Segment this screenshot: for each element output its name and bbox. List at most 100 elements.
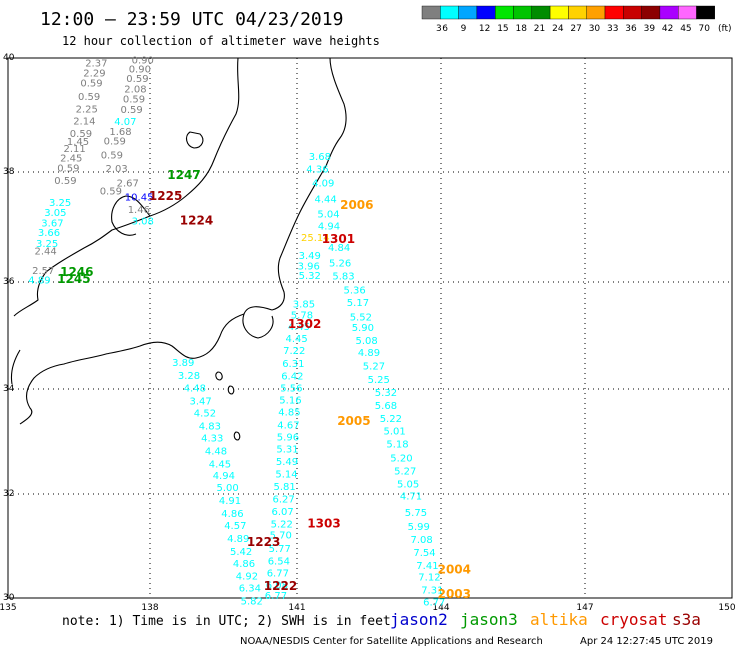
legend-bin-label: 45	[680, 24, 691, 34]
legend-swatch	[476, 5, 496, 20]
swh-value: 0.59	[78, 92, 100, 103]
swh-value: 5.05	[397, 479, 419, 490]
swh-value: 5.90	[352, 323, 374, 334]
swh-value: 3.05	[44, 208, 66, 219]
pacific-south-coastline	[19, 313, 245, 425]
longitude-labels: 135 138 141 144 147 150	[0, 603, 736, 613]
sanriku-coastline	[271, 57, 347, 311]
pass-label: 1245	[57, 272, 90, 286]
swh-value: 5.75	[405, 508, 427, 519]
swh-value: 4.45	[288, 322, 310, 333]
swh-value: 5.08	[356, 336, 378, 347]
pass-label: 2005	[337, 414, 370, 428]
swh-value: 6.77	[423, 598, 445, 609]
swh-value: 5.82	[241, 597, 263, 608]
map-title: 12:00 – 23:59 UTC 04/23/2019	[40, 9, 343, 30]
honshu-north-coastline	[13, 57, 240, 317]
swh-value: 4.85	[278, 408, 300, 419]
track-s3a-1223: 3.89 3.28 4.48 3.474.52 4.834.33 4.48 4.454.94…	[172, 358, 263, 608]
swh-value: 2.03	[106, 164, 128, 175]
swh-value: 4.89	[28, 276, 50, 287]
swh-value: 4.83	[199, 422, 221, 433]
map-subtitle: 12 hour collection of altimeter wave hei…	[62, 34, 380, 48]
track-altika-2006: 5.36 5.17 5.525.90 5.084.89 5.27 5.25 5.32 5.68…	[344, 285, 446, 608]
lon-label: 144	[432, 603, 449, 613]
satellite-jason3: jason3	[460, 610, 518, 629]
swh-value: 5.77	[269, 544, 291, 555]
swh-value: 5.26	[329, 258, 351, 269]
swh-value: 0.90	[132, 55, 154, 66]
legend-bin-label: 24	[552, 24, 564, 34]
lon-label: 150	[718, 603, 735, 613]
legend-bin-label: 21	[534, 24, 545, 34]
swh-value: 4.91	[219, 496, 241, 507]
lat-label: 40	[3, 53, 15, 63]
track-s3a-1247: 0.900.900.592.080.590.594.071.680.590.59…	[101, 55, 154, 227]
swh-value: 6.08	[266, 580, 288, 591]
swh-value: 5.25	[368, 375, 390, 386]
swh-value: 7.54	[413, 548, 435, 559]
legend-bin-label: 33	[607, 24, 618, 34]
swh-value: 3.25	[49, 198, 71, 209]
satellite-jason2: jason2	[390, 610, 448, 629]
legend-bin-label: 42	[662, 24, 673, 34]
swh-value: 3.28	[178, 371, 200, 382]
swh-value: 6.54	[268, 557, 290, 568]
lon-label: 141	[288, 603, 305, 613]
swh-value: 2.57	[32, 266, 54, 277]
swh-value: 3.96	[298, 262, 320, 273]
legend-bin-label: 12	[479, 24, 490, 34]
swh-value: 3.67	[41, 219, 63, 230]
legend-bin-label: 6	[442, 24, 448, 34]
satellite-cryosat: cryosat	[600, 610, 667, 629]
pass-label: 1303	[307, 516, 340, 530]
swh-value: 7.12	[418, 573, 440, 584]
swh-value: 4.52	[194, 409, 216, 420]
swh-value: 3.85	[293, 300, 315, 311]
map-frame	[7, 57, 733, 599]
units-note: note: 1) Time is in UTC; 2) SWH is in fe…	[62, 614, 391, 629]
legend-swatch	[531, 5, 551, 20]
footer-credit: NOAA/NESDIS Center for Satellite Applica…	[240, 636, 543, 647]
legend-bin-label: 36	[625, 24, 637, 34]
swh-value: 5.68	[375, 401, 397, 412]
legend-swatch	[659, 5, 679, 20]
swh-value: 5.22	[271, 519, 293, 530]
graticule	[8, 58, 732, 598]
swh-value: 5.27	[394, 466, 416, 477]
swh-value: 0.59	[54, 176, 76, 187]
swh-value: 5.04	[317, 209, 339, 220]
legend-swatch	[586, 5, 606, 20]
legend-swatch	[458, 5, 478, 20]
pass-label: 1246	[60, 265, 93, 279]
swh-value: 0.59	[126, 74, 148, 85]
swh-value: 7.22	[283, 346, 305, 357]
swh-value: 2.29	[83, 68, 105, 79]
satellite-s3a: s3a	[672, 610, 701, 629]
legend-swatch	[421, 5, 441, 20]
track-cryosat-1302: 3.855.784.454.457.226.316.425.565.164.85…	[265, 300, 315, 603]
swh-value: 5.16	[279, 396, 301, 407]
legend-bin-label: 70	[699, 24, 711, 34]
swh-value: 5.17	[347, 298, 369, 309]
lon-label: 135	[0, 603, 17, 613]
swh-value: 6.07	[272, 507, 294, 518]
swh-value: 1.45	[67, 137, 89, 148]
swh-value: 10.45	[125, 193, 154, 204]
pass-label: 2003	[438, 587, 471, 601]
swh-value: 0.59	[80, 79, 102, 90]
swh-value: 5.27	[363, 362, 385, 373]
swh-value: 5.22	[380, 414, 402, 425]
pass-label: 1223	[247, 535, 280, 549]
swh-value: 6.27	[273, 494, 295, 505]
legend-bin-label: 30	[589, 24, 601, 34]
swh-value: 5.31	[276, 445, 298, 456]
legend-unit-label: (ft)	[718, 24, 732, 34]
legend-swatch	[623, 5, 642, 20]
swh-value: 6.42	[281, 371, 303, 382]
coastlines	[10, 57, 347, 441]
legend-swatch	[568, 5, 587, 20]
legend-bin-label: 27	[570, 24, 581, 34]
